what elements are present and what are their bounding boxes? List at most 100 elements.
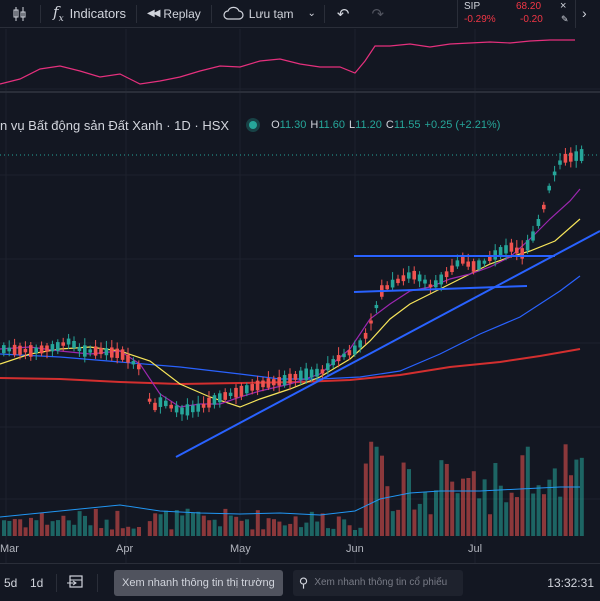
- volume-bar: [228, 515, 233, 536]
- save-dropdown-button[interactable]: ⌄: [299, 0, 323, 28]
- candle-body: [23, 348, 28, 353]
- candle-body: [110, 347, 114, 358]
- search-icon: ⚲: [298, 574, 309, 590]
- candle-body: [493, 250, 497, 260]
- rewind-icon: ◀◀: [147, 8, 160, 19]
- volume-bar: [272, 519, 276, 536]
- volume-bar: [574, 459, 579, 536]
- candle-body: [218, 393, 222, 403]
- volume-bar: [369, 441, 374, 536]
- price-chart[interactable]: [0, 29, 600, 563]
- candle-body: [29, 345, 33, 357]
- candle-body: [223, 392, 227, 400]
- range-5d-button[interactable]: 5d: [4, 575, 18, 590]
- candle-body: [45, 345, 49, 352]
- x-axis-label: Jun: [346, 543, 364, 555]
- volume-bar: [374, 446, 379, 536]
- candle-body: [488, 255, 492, 262]
- candle-body: [250, 384, 254, 391]
- candle-body: [282, 375, 287, 386]
- save-layout-button[interactable]: Lưu tạm: [212, 0, 300, 28]
- chevron-right-icon[interactable]: ›: [582, 5, 587, 21]
- chart-area[interactable]: n vụ Bất động sản Đất Xanh · 1D · HSX O …: [0, 29, 600, 563]
- candle-body: [7, 347, 11, 352]
- ohlc-close-value: 11.55: [393, 119, 421, 131]
- volume-bar: [401, 462, 406, 536]
- stock-search-input[interactable]: Xem nhanh thông tin cổ phiếu: [314, 577, 448, 588]
- candle-body: [34, 347, 38, 354]
- volume-bar: [569, 475, 573, 536]
- candle-body: [547, 185, 551, 191]
- volume-bar: [385, 486, 390, 536]
- volume-bar: [417, 503, 422, 536]
- volume-bar: [288, 523, 293, 536]
- candle-body: [93, 346, 98, 356]
- volume-bar: [342, 519, 347, 536]
- volume-bar: [439, 460, 444, 536]
- candle-body: [299, 370, 303, 380]
- replay-button[interactable]: ◀◀ Replay: [137, 0, 211, 28]
- candles-chart-type-button[interactable]: [0, 0, 40, 28]
- candle-body: [347, 350, 352, 356]
- candle-body: [104, 348, 109, 356]
- candle-body: [471, 261, 476, 272]
- candle-body: [574, 151, 578, 161]
- candle-body: [77, 346, 82, 352]
- watchlist-price: 68.20: [516, 1, 542, 12]
- candle-body: [212, 395, 217, 405]
- volume-bar: [207, 520, 212, 536]
- candle-body: [293, 373, 298, 380]
- undo-icon: ↶: [336, 5, 350, 23]
- indicators-button[interactable]: fx Indicators: [41, 0, 136, 28]
- stock-search-box[interactable]: ⚲ Xem nhanh thông tin cổ phiếu: [292, 569, 463, 596]
- candle-body: [277, 377, 281, 386]
- volume-bar: [239, 520, 244, 536]
- volume-bar: [396, 509, 401, 536]
- candle-body: [423, 279, 427, 284]
- goto-date-icon[interactable]: [67, 573, 89, 592]
- volume-bar: [56, 520, 60, 536]
- candle-body: [461, 255, 465, 264]
- range-1d-button[interactable]: 1d: [30, 575, 44, 590]
- volume-bar: [434, 490, 438, 536]
- watchlist-symbol: SIP: [464, 1, 481, 12]
- ohlc-close-label: C: [385, 119, 394, 131]
- volume-bar: [331, 528, 336, 536]
- candle-body: [120, 349, 125, 360]
- volume-bar: [509, 492, 514, 536]
- candle-body: [515, 247, 519, 254]
- volume-bar: [66, 520, 71, 536]
- pencil-icon[interactable]: ✎: [561, 14, 569, 24]
- volume-bar: [120, 528, 125, 536]
- volume-bar: [358, 527, 363, 536]
- volume-bar: [428, 514, 433, 536]
- candle-body: [504, 245, 508, 254]
- volume-bar: [531, 493, 536, 536]
- ohlc-high-label: H: [310, 119, 319, 131]
- volume-bar: [255, 510, 260, 536]
- volume-bar: [110, 529, 114, 536]
- close-icon[interactable]: ×: [560, 0, 567, 12]
- watchlist-item[interactable]: SIP 68.20 × -0.29% -0.20 ✎ ›: [457, 0, 600, 28]
- undo-button[interactable]: ↶: [325, 0, 362, 28]
- volume-bar: [223, 508, 228, 536]
- candle-body: [12, 344, 17, 355]
- volume-bar: [201, 515, 206, 536]
- quick-view-market-button[interactable]: Xem nhanh thông tin thị trường: [114, 569, 283, 596]
- candle-body: [180, 407, 184, 415]
- clock-display[interactable]: 13:32:31: [547, 575, 594, 590]
- candle-body: [288, 373, 292, 384]
- volume-bar: [558, 496, 563, 536]
- candle-body: [245, 385, 249, 394]
- volume-bar: [347, 525, 352, 536]
- volume-bar: [471, 471, 476, 536]
- candle-body: [396, 278, 400, 284]
- volume-bar: [88, 525, 93, 536]
- volume-bar: [93, 508, 98, 536]
- x-axis-label: Apr: [116, 543, 134, 555]
- symbol-legend[interactable]: n vụ Bất động sản Đất Xanh · 1D · HSX O …: [0, 116, 500, 134]
- redo-button[interactable]: ↷: [361, 0, 394, 28]
- volume-bar: [515, 497, 519, 536]
- volume-bar: [180, 515, 185, 536]
- candle-body: [191, 405, 195, 413]
